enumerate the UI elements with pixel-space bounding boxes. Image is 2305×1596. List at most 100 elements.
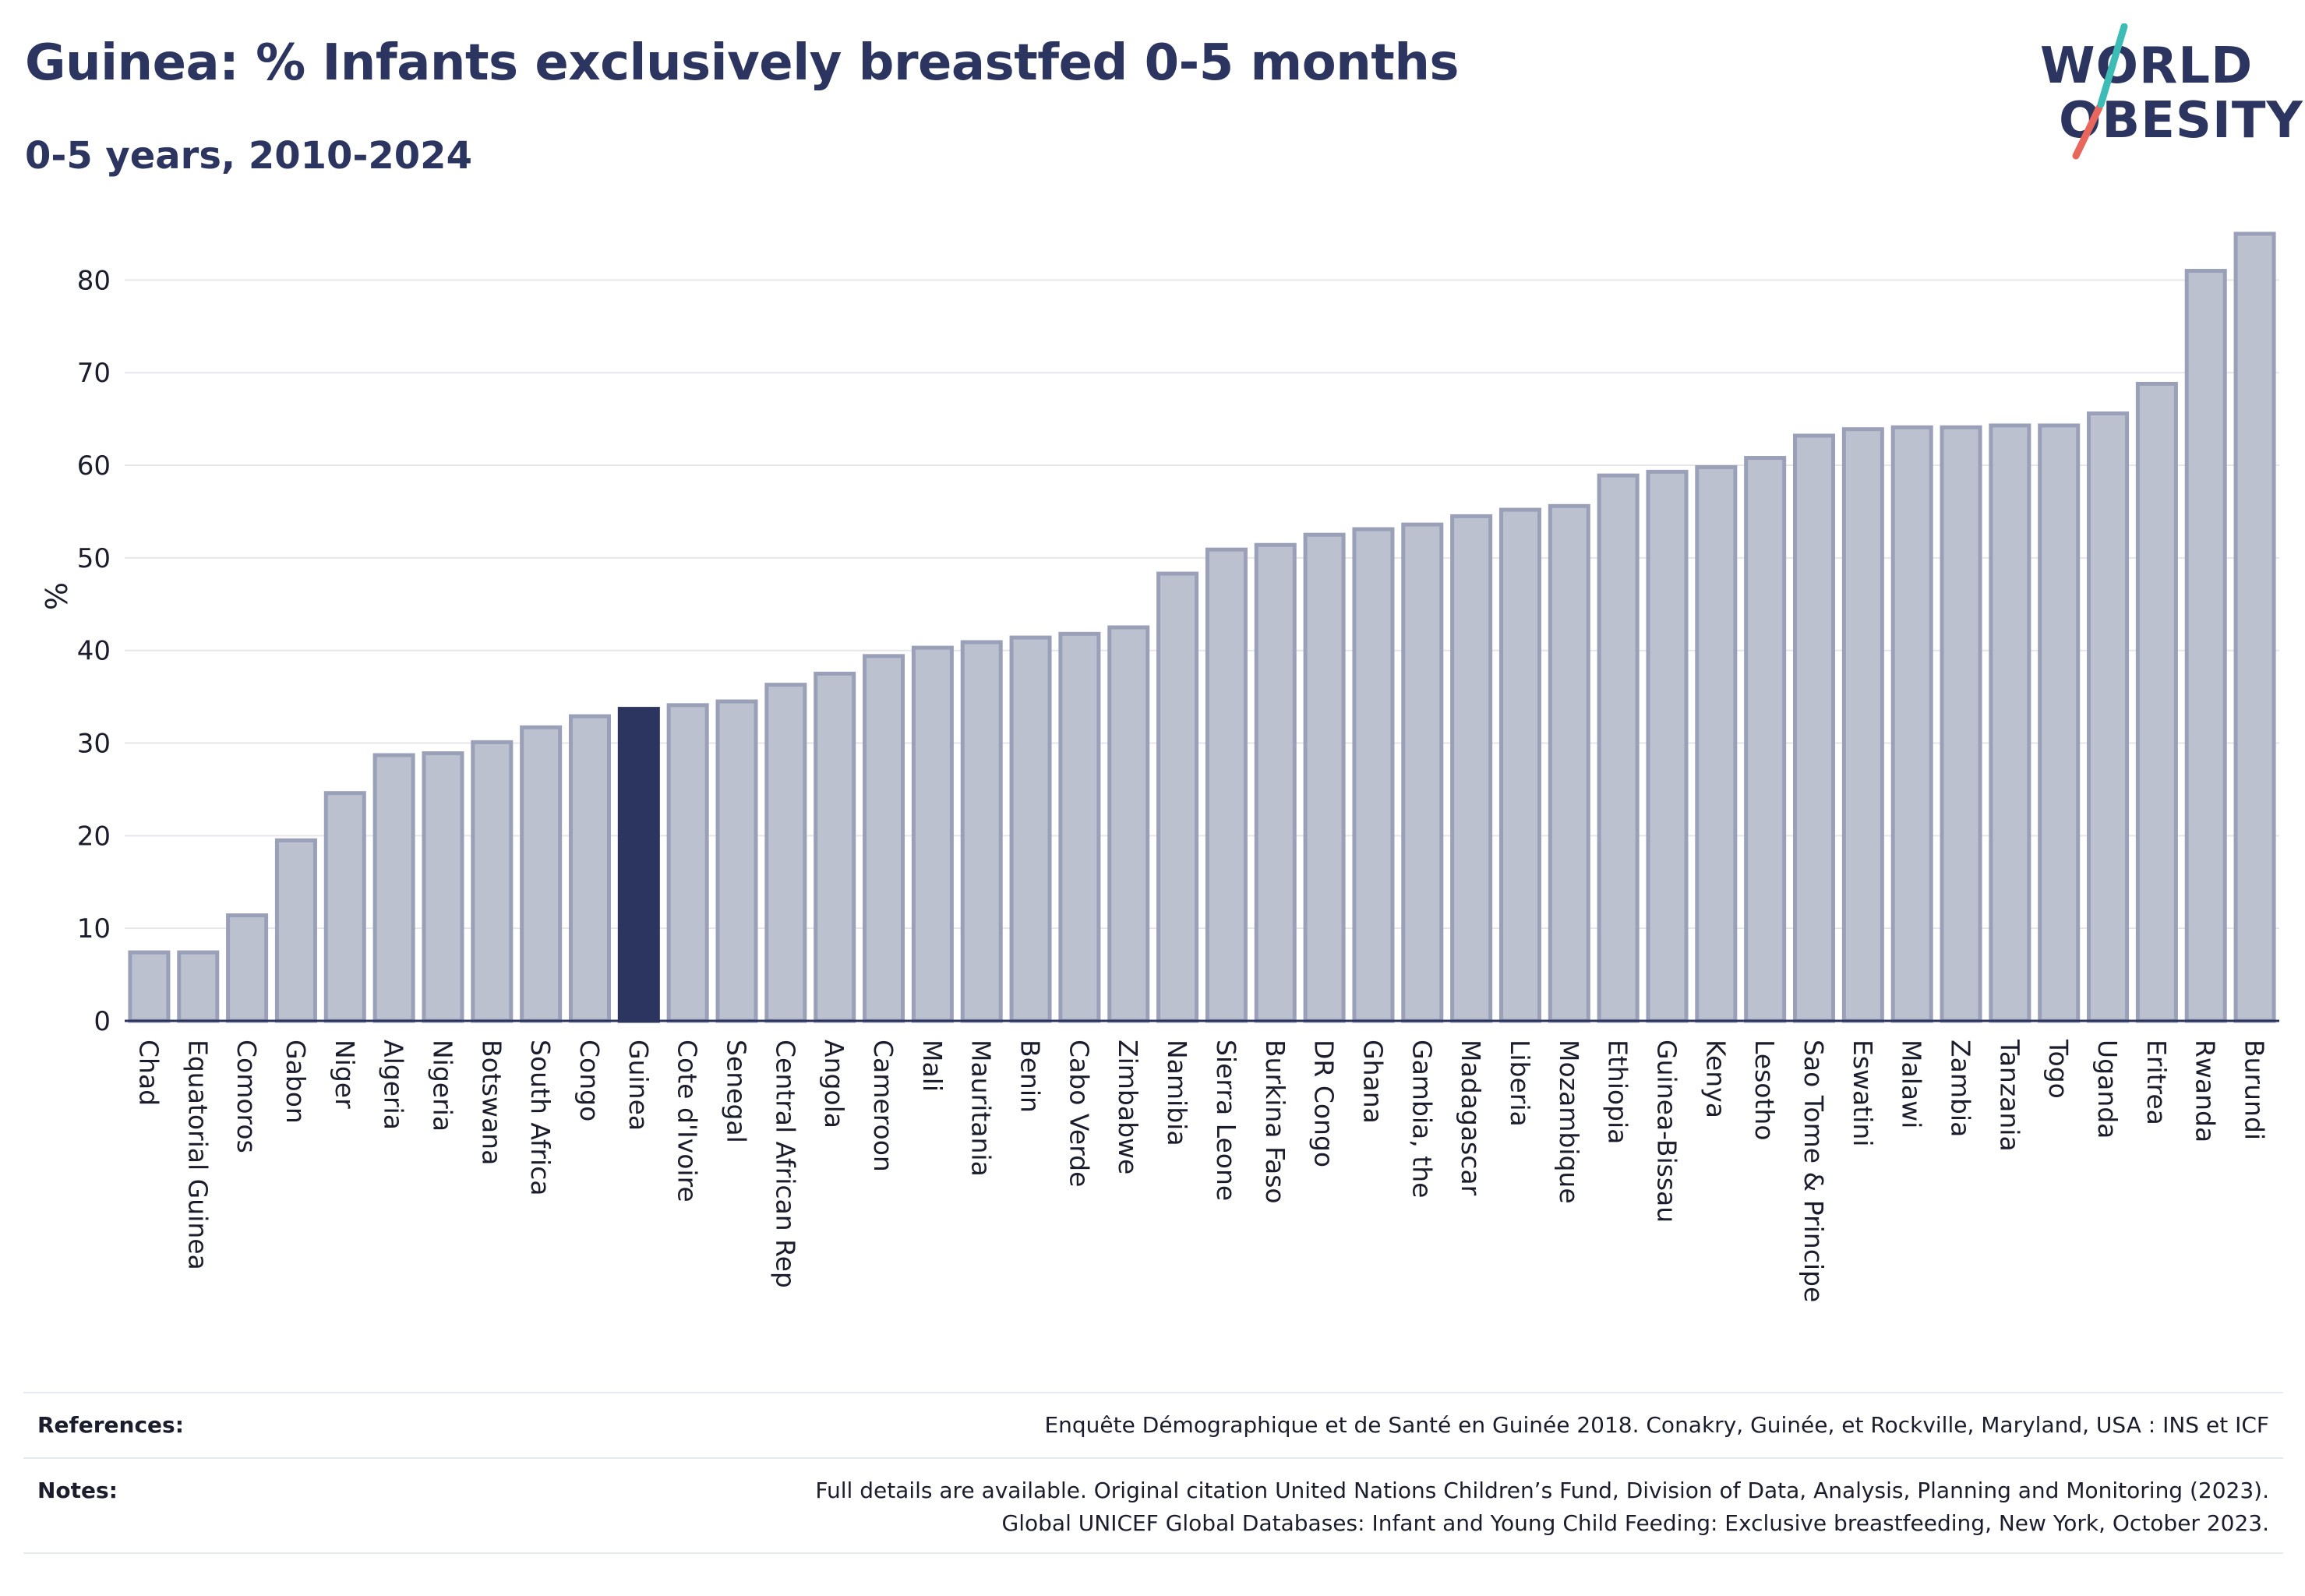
x-tick-label: Guinea (623, 1040, 654, 1131)
bar (911, 645, 954, 1023)
bar (226, 913, 269, 1023)
x-tick-label: Togo (2043, 1039, 2074, 1099)
bar (1989, 423, 2031, 1023)
bar (422, 751, 464, 1023)
bar-chart: 0 10 20 30 40 50 60 70 80 % Chad Equatorial Guine… (38, 231, 2279, 1302)
x-tick-label: Zambia (1946, 1040, 1976, 1137)
bar (1646, 469, 1689, 1023)
x-tick-label: Cabo Verde (1064, 1040, 1094, 1187)
x-tick-label: Cameroon (868, 1040, 898, 1172)
y-axis-ticks: 0 10 20 30 40 50 60 70 80 (77, 265, 111, 1037)
x-tick-label: Mali (917, 1040, 948, 1092)
bar (1450, 514, 1493, 1023)
x-tick-label: Burundi (2240, 1040, 2270, 1140)
notes-line-1: Full details are available. Original cit… (815, 1478, 2269, 1503)
x-tick-label: Eswatini (1848, 1040, 1878, 1146)
footer-rule-bottom (23, 1552, 2283, 1554)
bar (372, 753, 415, 1023)
bar (764, 683, 807, 1023)
bar (128, 950, 171, 1023)
bars (128, 231, 2276, 1023)
x-tick-label: Sierra Leone (1211, 1040, 1241, 1201)
bar (1890, 425, 1933, 1023)
bar (2233, 231, 2276, 1023)
x-tick-label: Ghana (1357, 1040, 1388, 1124)
bar (1107, 625, 1150, 1023)
x-tick-label: Liberia (1505, 1040, 1535, 1127)
x-tick-label: Malawi (1897, 1040, 1927, 1128)
bar (1841, 427, 1884, 1023)
bar (863, 654, 905, 1023)
bar (471, 740, 514, 1023)
y-tick-label: 0 (94, 1006, 111, 1037)
x-tick-label: Comoros (231, 1040, 262, 1153)
x-tick-label: Congo (574, 1040, 605, 1121)
x-tick-label: Chad (133, 1040, 164, 1106)
x-tick-label: Algeria (379, 1040, 409, 1130)
bar (1058, 631, 1101, 1023)
bar (1695, 464, 1738, 1023)
bar (1352, 527, 1395, 1023)
x-tick-label: Equatorial Guinea (182, 1040, 213, 1270)
references-text: Enquête Démographique et de Santé en Gui… (1044, 1412, 2269, 1438)
y-tick-label: 80 (77, 265, 111, 296)
x-tick-label: Angola (819, 1040, 849, 1128)
footer-rule-middle (23, 1457, 2283, 1459)
x-tick-label: Madagascar (1456, 1040, 1486, 1196)
y-tick-label: 20 (77, 821, 111, 852)
bar (1156, 571, 1199, 1023)
bar (1303, 532, 1346, 1023)
bar (1744, 456, 1787, 1023)
x-tick-label: Central African Rep (770, 1040, 800, 1288)
bar (1940, 425, 1982, 1023)
bar (2038, 423, 2081, 1023)
x-tick-label: Mauritania (966, 1040, 997, 1177)
y-tick-label: 40 (77, 636, 111, 667)
x-tick-label: Cote d'Ivoire (672, 1040, 703, 1202)
references-row: References: Enquête Démographique et de … (23, 1395, 2283, 1457)
bar (1009, 635, 1052, 1023)
y-axis-label: % (38, 582, 72, 610)
x-tick-label: Niger (330, 1040, 360, 1109)
bar (323, 791, 366, 1023)
x-tick-label: Guinea-Bissau (1651, 1040, 1682, 1223)
x-tick-label: Zimbabwe (1113, 1040, 1143, 1174)
logo-slash-icon (2072, 23, 2128, 160)
bar (274, 838, 317, 1023)
chart-subtitle: 0-5 years, 2010-2024 (25, 134, 472, 178)
bar (1401, 522, 1444, 1023)
x-tick-label: South Africa (525, 1040, 556, 1196)
bar (1205, 547, 1248, 1023)
bar (1597, 473, 1640, 1023)
y-tick-label: 10 (77, 913, 111, 945)
x-tick-label: Burkina Faso (1260, 1040, 1290, 1204)
x-tick-label: Mozambique (1554, 1040, 1584, 1204)
x-tick-label: Rwanda (2190, 1040, 2221, 1142)
world-obesity-logo: WORLD OBESITY (2026, 23, 2303, 164)
notes-label: Notes: (37, 1478, 118, 1503)
bar (520, 725, 563, 1023)
bar (960, 640, 1003, 1023)
y-tick-label: 60 (77, 450, 111, 482)
x-tick-label: Senegal (722, 1040, 752, 1143)
x-tick-label: Gabon (281, 1040, 311, 1124)
notes-row: Notes: Full details are available. Origi… (23, 1460, 2283, 1554)
bar (568, 714, 611, 1023)
x-tick-label: Ethiopia (1603, 1040, 1633, 1144)
x-tick-label: Namibia (1162, 1040, 1192, 1146)
references-label: References: (37, 1412, 184, 1438)
x-tick-label: DR Congo (1309, 1040, 1340, 1167)
x-tick-label: Botswana (476, 1040, 507, 1165)
logo-word-world: WORLD (2040, 37, 2254, 95)
x-tick-label: Eritrea (2141, 1040, 2172, 1125)
x-tick-label: Tanzania (1994, 1039, 2024, 1152)
bar (814, 671, 856, 1023)
bar (2184, 269, 2227, 1023)
x-tick-label: Nigeria (427, 1040, 457, 1132)
y-tick-label: 50 (77, 543, 111, 574)
x-tick-label: Gambia, the (1407, 1040, 1437, 1198)
bar (1548, 503, 1590, 1023)
bar-highlighted (617, 707, 660, 1023)
y-tick-label: 70 (77, 358, 111, 389)
notes-line-2: Global UNICEF Global Databases: Infant a… (1001, 1510, 2269, 1536)
